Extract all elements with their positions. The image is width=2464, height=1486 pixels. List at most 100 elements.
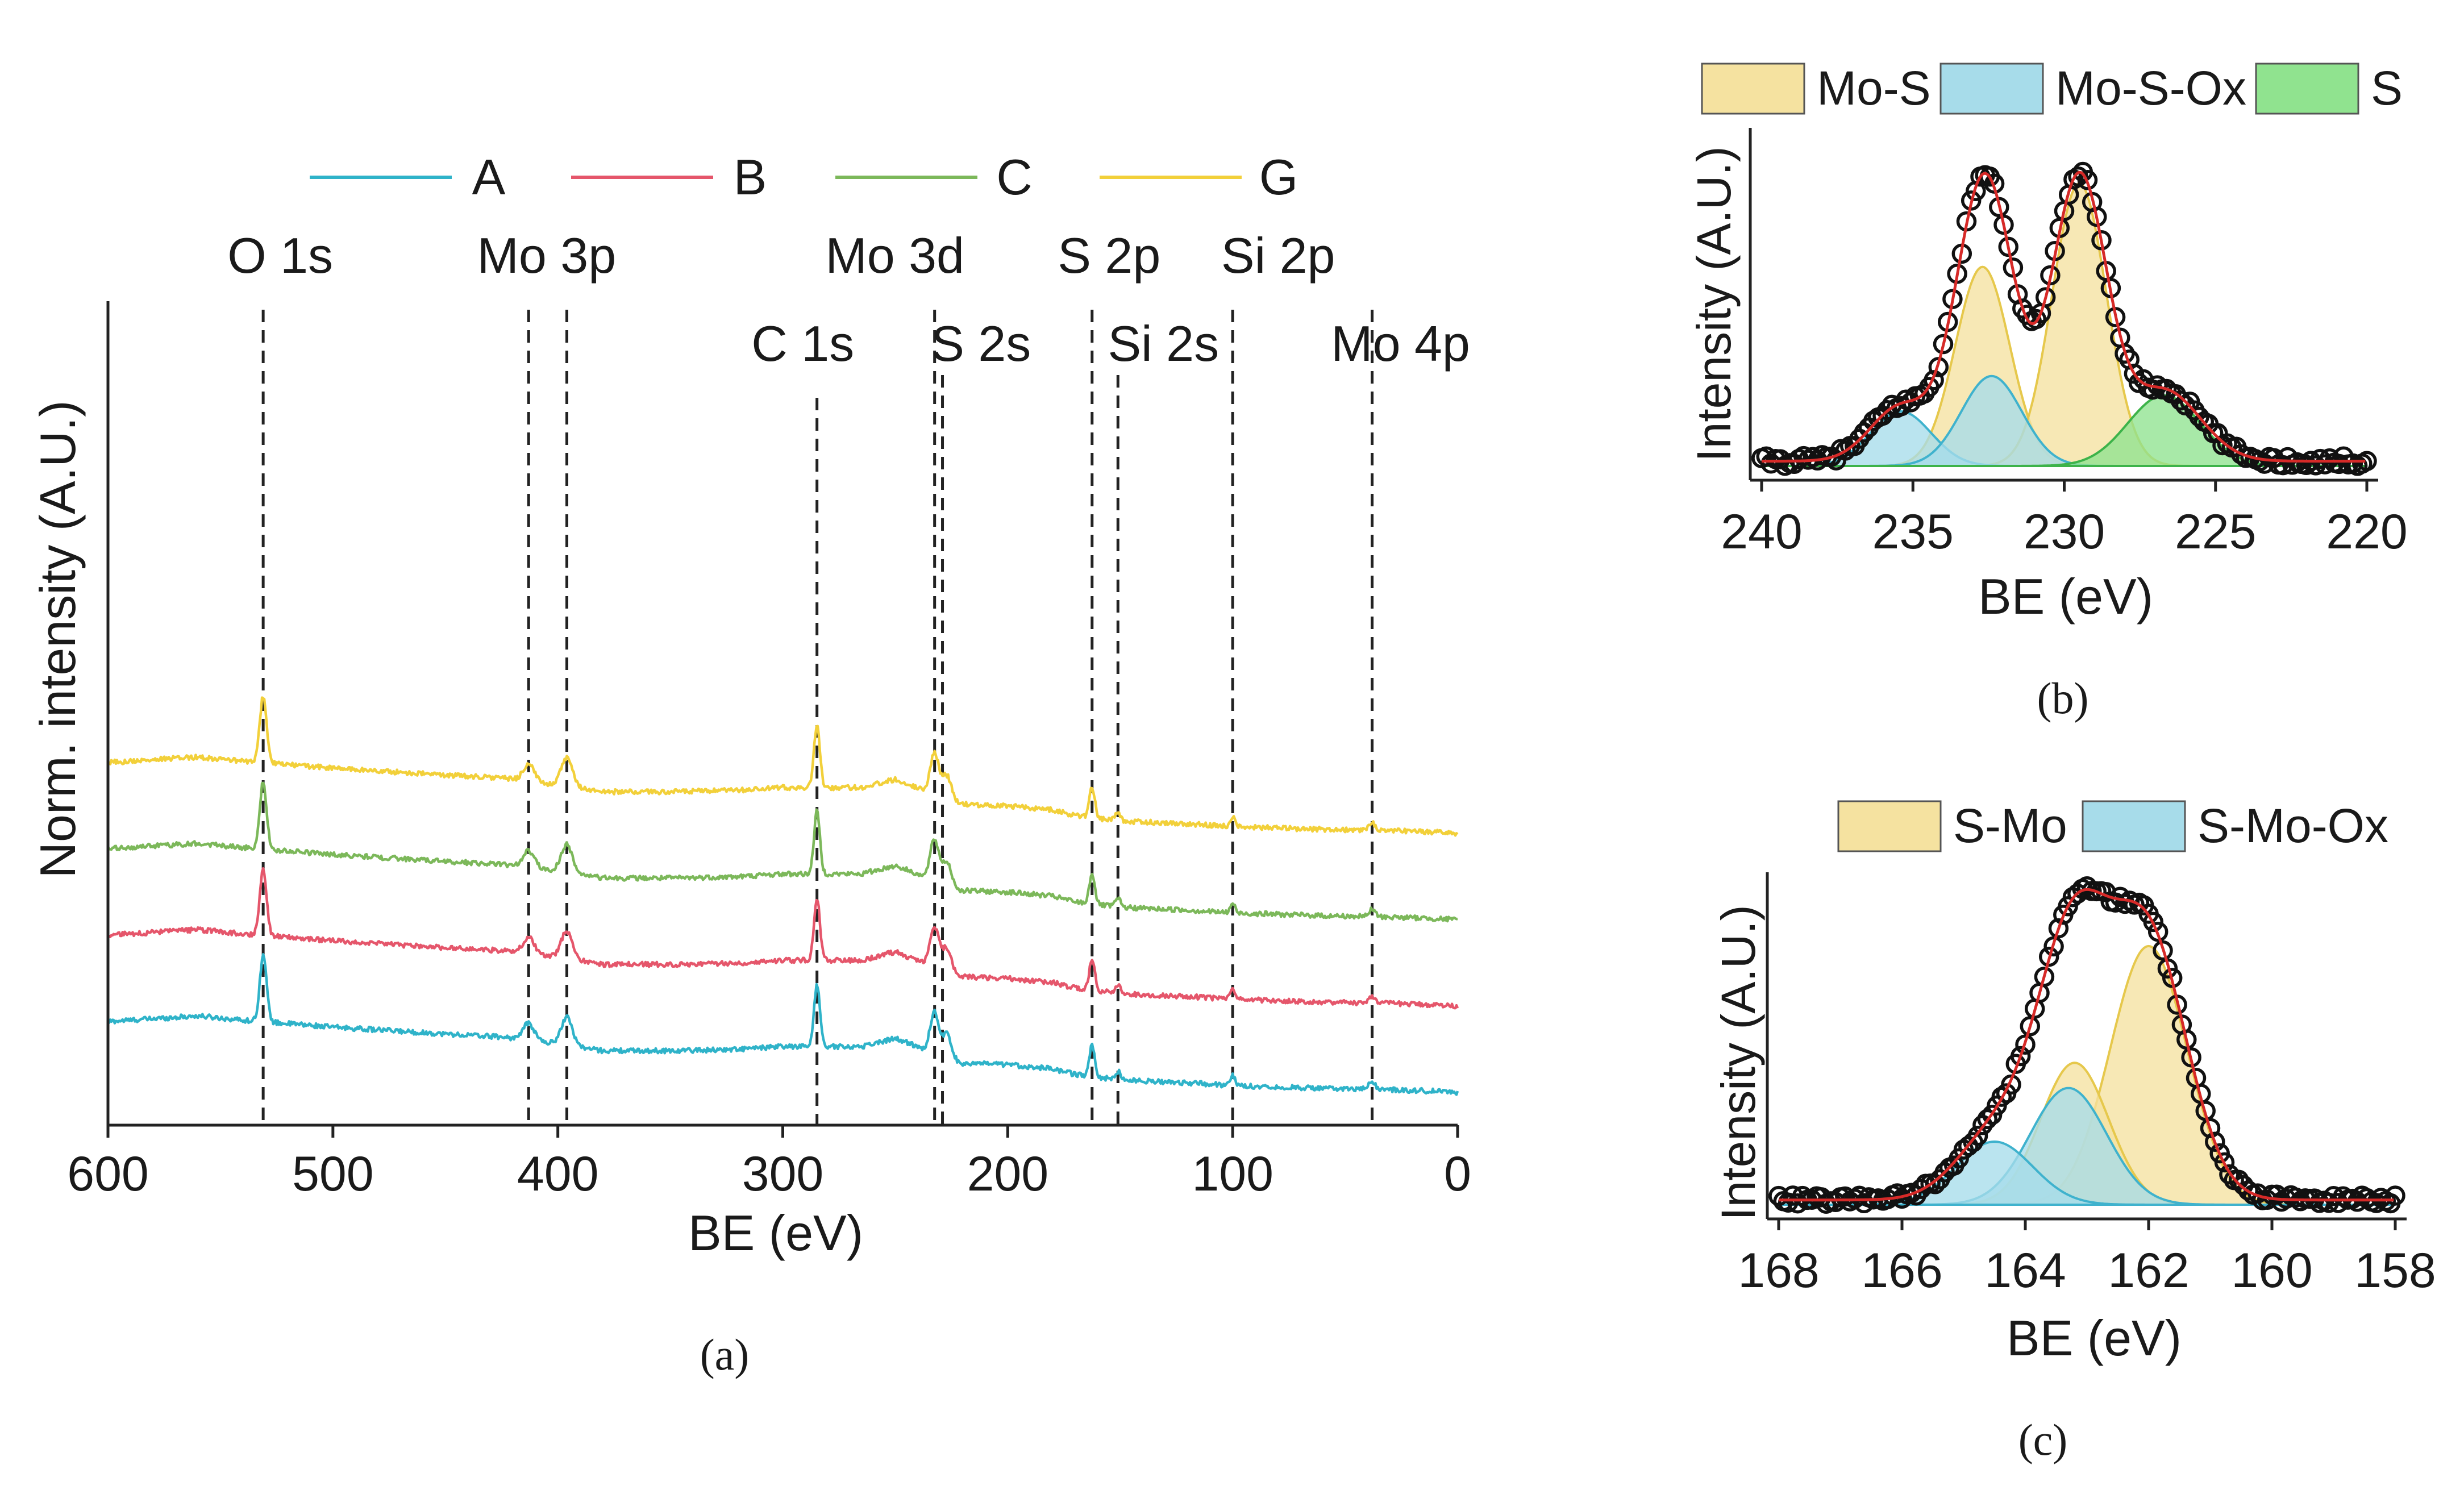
- legend-label-C: C: [996, 149, 1033, 205]
- data-point: [1887, 1183, 1908, 1204]
- data-point: [2043, 936, 2064, 957]
- fit-envelope-line: [1779, 888, 2394, 1202]
- data-point: [2217, 433, 2237, 453]
- data-point: [1877, 400, 1897, 421]
- panel-a-series: [106, 696, 1459, 1096]
- peak-label-c-1s: C 1s: [751, 315, 854, 372]
- data-point: [1760, 453, 1782, 474]
- data-point: [1792, 1185, 1813, 1206]
- series-line-B: [107, 867, 1459, 1010]
- x-tick-label: 158: [2354, 1243, 2436, 1298]
- panel-c-s2p-fit: S-Mo S-Mo-Ox 168 166 164 162 160 158 BE (eV) I…: [1712, 799, 2436, 1464]
- x-tick-label: 220: [2326, 505, 2408, 559]
- legend-label-B: B: [734, 149, 767, 205]
- x-tick-label: 162: [2108, 1243, 2190, 1298]
- panel-b-y-axis-label: Intensity (A.U.): [1687, 146, 1741, 461]
- data-point: [2366, 1193, 2387, 1213]
- data-point: [2020, 1016, 2041, 1037]
- panel-c-x-axis-label: BE (eV): [2007, 1310, 2182, 1366]
- panel-a-y-axis-label: Norm. intensity (A.U.): [30, 400, 86, 878]
- legend-swatch-mo-s: [1701, 63, 1805, 115]
- data-point: [2200, 1118, 2221, 1138]
- data-point: [2153, 940, 2173, 961]
- legend-label-A: A: [472, 149, 506, 205]
- data-point: [2285, 1187, 2306, 1208]
- x-tick-label: 230: [2024, 505, 2105, 559]
- data-point: [2105, 892, 2126, 913]
- legend-label-G: G: [1259, 149, 1298, 205]
- x-tick-label: 164: [1984, 1243, 2066, 1298]
- data-point: [2142, 379, 2163, 400]
- data-point: [1993, 214, 2014, 235]
- data-point: [2068, 166, 2088, 187]
- data-point: [2357, 1188, 2377, 1209]
- panel-b-axes: 240 235 230 225 220: [1721, 128, 2408, 559]
- data-point: [1991, 1087, 2012, 1107]
- panel-c-plot: [1768, 876, 2405, 1214]
- peak-label-si-2s: Si 2s: [1108, 315, 1219, 372]
- data-point: [1924, 370, 1944, 390]
- series-line-G: [107, 696, 1459, 837]
- legend-label-s: S: [2371, 61, 2403, 115]
- data-point: [2001, 1074, 2021, 1095]
- series-line-A: [106, 953, 1459, 1096]
- data-point: [2170, 390, 2191, 411]
- x-tick-label: 0: [1444, 1147, 1471, 1201]
- panel-a-x-axis-label: BE (eV): [688, 1205, 863, 1261]
- data-point: [2214, 1152, 2235, 1173]
- component-mo-s-peak-2: [1762, 182, 2367, 467]
- x-tick-label: 225: [2175, 505, 2257, 559]
- data-point: [2038, 946, 2059, 967]
- legend-swatch-mo-s-ox: [1939, 63, 2044, 115]
- panel-b-mo3d-fit: Mo-S Mo-S-Ox S 240 235 230 225 220 BE (eV) Int…: [1687, 61, 2408, 723]
- fit-envelope-line: [1762, 170, 2366, 463]
- panel-c-legend: S-Mo S-Mo-Ox: [1837, 799, 2388, 852]
- data-point: [2385, 1185, 2405, 1206]
- legend-label-s-mo-ox: S-Mo-Ox: [2197, 799, 2388, 852]
- legend-label-mo-s-ox: Mo-S-Ox: [2055, 61, 2246, 115]
- data-point: [2048, 918, 2069, 939]
- data-point: [2176, 1029, 2197, 1050]
- x-tick-label: 200: [967, 1147, 1049, 1201]
- peak-label-mo-4p: Mo 4p: [1331, 315, 1470, 372]
- data-point: [1977, 1109, 1997, 1130]
- peak-label-mo-3d: Mo 3d: [825, 227, 964, 284]
- data-point: [1998, 236, 2018, 257]
- panel-b-plot: [1751, 161, 2377, 476]
- data-point: [1933, 334, 1954, 355]
- x-tick-label: 300: [742, 1147, 824, 1201]
- peak-label-s-2s: S 2s: [931, 315, 1031, 372]
- panel-c-axes: 168 166 164 162 160 158: [1738, 872, 2436, 1298]
- component-s-mo-ox-peak-1: [1779, 1087, 2395, 1206]
- peak-label-si-2p: Si 2p: [1221, 227, 1335, 284]
- panel-b-legend: Mo-S Mo-S-Ox S: [1701, 61, 2403, 115]
- panel-a-caption: (a): [700, 1330, 750, 1379]
- x-tick-label: 600: [67, 1147, 149, 1201]
- data-point: [2015, 1034, 2036, 1055]
- data-point: [1803, 447, 1823, 468]
- data-point: [1967, 1125, 1988, 1146]
- x-tick-label: 100: [1192, 1147, 1273, 1201]
- peak-label-mo-3p: Mo 3p: [477, 227, 617, 284]
- peak-label-s-2p: S 2p: [1058, 227, 1160, 284]
- data-point: [2143, 911, 2164, 933]
- data-point: [2087, 206, 2107, 227]
- data-point: [2238, 1180, 2259, 1201]
- legend-swatch-s-mo: [1837, 800, 1942, 852]
- peak-label-o-1s: O 1s: [227, 227, 333, 284]
- x-tick-label: 500: [292, 1147, 374, 1201]
- series-line-C: [106, 781, 1458, 923]
- data-point: [2035, 287, 2056, 307]
- x-tick-label: 166: [1861, 1243, 1943, 1298]
- panel-a-reference-lines: [261, 310, 1374, 1125]
- legend-label-mo-s: Mo-S: [1817, 61, 1931, 115]
- data-point: [2077, 170, 2098, 190]
- data-point: [1989, 197, 2009, 218]
- panel-b-x-axis-label: BE (eV): [1978, 568, 2153, 625]
- x-tick-label: 400: [517, 1147, 599, 1201]
- panel-c-y-axis-label: Intensity (A.U.): [1712, 905, 1765, 1220]
- panel-b-caption: (b): [2037, 673, 2089, 723]
